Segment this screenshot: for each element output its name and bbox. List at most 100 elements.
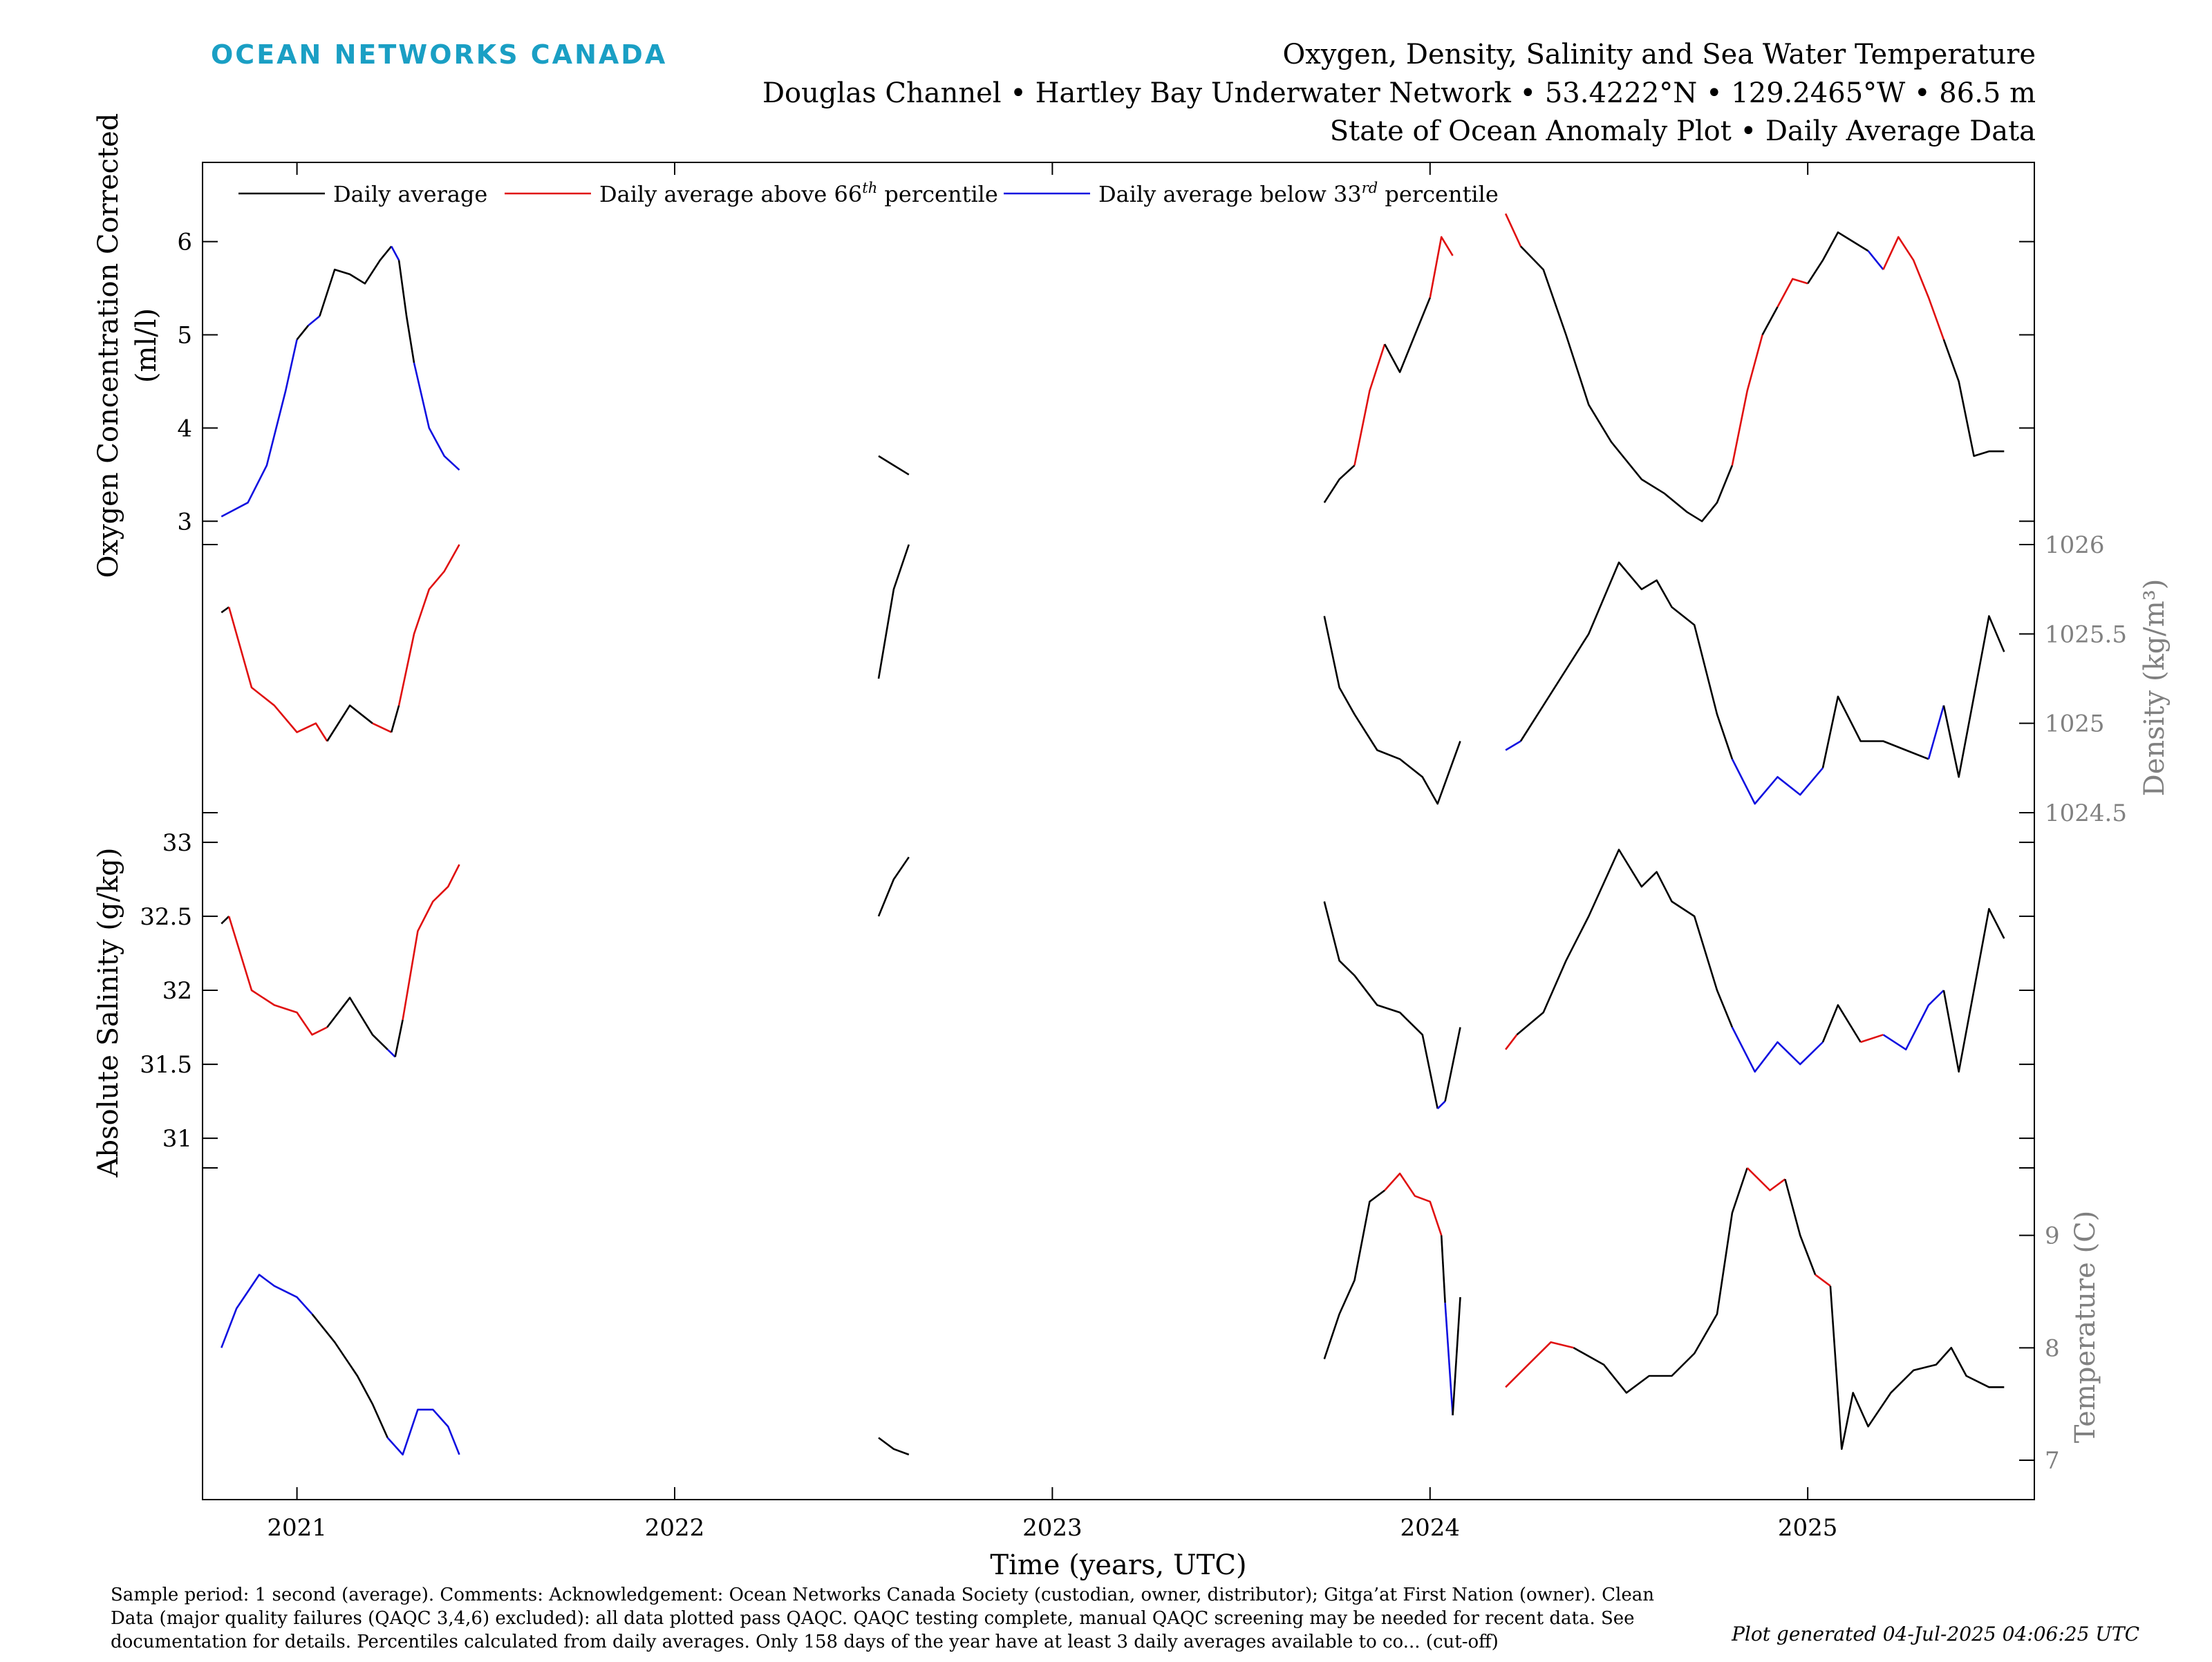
density-series-black-segment-2 (326, 704, 373, 742)
temperature-ytick-label-7: 7 (2045, 1447, 2060, 1475)
salinity-series-blue-segment-15 (1882, 990, 1944, 1050)
salinity-ytick-label-31: 31 (162, 1125, 192, 1153)
oxygen-series-black-segment-20 (1942, 339, 2005, 457)
density-series-blue-segment-8 (1505, 740, 1521, 751)
oxygen-series-black-segment-3 (319, 245, 393, 317)
legend-red-sup: th (862, 180, 877, 196)
oxygen-ytick-label-3: 3 (177, 508, 192, 536)
temperature-ytick-label-9: 9 (2045, 1222, 2060, 1250)
axes-frame (202, 162, 2035, 1500)
y-label-salinity: Absolute Salinity (g/kg) (93, 847, 124, 1178)
density-series-black-segment-0 (221, 606, 229, 614)
temperature-series-black-segment-12 (1784, 1178, 1817, 1276)
salinity-series-blue-segment-3 (386, 1048, 396, 1058)
temperature-series-blue-segment-0 (221, 1274, 313, 1348)
temperature-series-black-segment-6 (1440, 1235, 1446, 1303)
salinity-series-red-segment-5 (402, 864, 460, 1021)
salinity-series-black-segment-13 (1821, 1004, 1862, 1043)
salinity-ytick-label-31.5: 31.5 (140, 1051, 192, 1079)
temperature-series-black-segment-3 (878, 1437, 910, 1456)
legend-label-blue: Daily average below 33rd percentile (1098, 180, 1499, 207)
temperature-series-red-segment-13 (1815, 1274, 1831, 1287)
salinity-series-black-segment-0 (221, 915, 230, 925)
legend-label-black: Daily average (333, 181, 487, 207)
x-tick-label-2024: 2024 (1400, 1514, 1461, 1542)
temperature-series-black-segment-4 (1323, 1189, 1385, 1360)
salinity-series-black-segment-9 (1444, 1027, 1461, 1102)
salinity-series-blue-segment-12 (1731, 1026, 1824, 1073)
salinity-ytick-label-33: 33 (162, 829, 192, 857)
density-series-blue-segment-12 (1927, 705, 1945, 759)
oxygen-series-black-segment-8 (1323, 464, 1356, 504)
density-series-red-segment-5 (397, 544, 460, 706)
x-tick-label-2025: 2025 (1778, 1514, 1838, 1542)
temperature-series-black-segment-8 (1452, 1297, 1461, 1416)
oxygen-series-blue-segment-18 (1867, 250, 1884, 270)
chart-title-line-3: State of Ocean Anomaly Plot • Daily Aver… (1330, 115, 2036, 147)
oxygen-series-blue-segment-6 (413, 362, 460, 471)
oxygen-ytick-label-4: 4 (177, 415, 192, 442)
temperature-series-red-segment-5 (1384, 1172, 1443, 1236)
footer-line-1: Sample period: 1 second (average). Comme… (111, 1585, 1654, 1605)
oxygen-series-blue-segment-0 (221, 339, 298, 518)
oxygen-series-black-segment-15 (1761, 306, 1779, 336)
salinity-series-red-segment-14 (1860, 1034, 1884, 1044)
oxygen-series-black-segment-1 (296, 325, 310, 341)
density-series-red-segment-3 (372, 722, 392, 733)
x-tick-label-2023: 2023 (1022, 1514, 1082, 1542)
x-axis-label: Time (years, UTC) (990, 1549, 1246, 1581)
salinity-ytick-label-32.5: 32.5 (140, 903, 192, 931)
y-label-oxygen-line-1: Oxygen Concentration Corrected (93, 113, 124, 578)
oxygen-ytick-label-6: 6 (177, 229, 192, 256)
oxygen-series-red-segment-11 (1429, 236, 1454, 298)
salinity-series-red-segment-1 (227, 916, 328, 1036)
oxygen-ytick-label-5: 5 (177, 322, 192, 350)
oxygen-series-red-segment-9 (1353, 343, 1386, 466)
density-series-black-segment-9 (1519, 561, 1734, 759)
y-label-temperature: Temperature (C) (2070, 1211, 2101, 1444)
legend-blue-sup: rd (1362, 180, 1378, 196)
temperature-series-black-segment-10 (1573, 1167, 1748, 1394)
salinity-series-black-segment-4 (394, 1019, 404, 1057)
oxygen-series-black-segment-17 (1807, 231, 1869, 285)
legend-label-red: Daily average above 66th percentile (599, 180, 998, 207)
density-ytick-label-1026: 1026 (2045, 531, 2105, 559)
oxygen-series-black-segment-10 (1384, 297, 1432, 373)
temperature-series-blue-segment-2 (386, 1408, 460, 1456)
temperature-series-red-segment-9 (1505, 1341, 1574, 1388)
density-series-red-segment-1 (227, 607, 328, 742)
density-series-black-segment-13 (1942, 615, 2005, 778)
series-lines (221, 213, 2005, 1456)
salinity-series-black-segment-16 (1942, 907, 2005, 1073)
y-label-density: Density (kg/m³) (2139, 579, 2171, 797)
legend: Daily average Daily average above 66th p… (238, 180, 1499, 207)
oxygen-series-red-segment-19 (1882, 236, 1945, 340)
salinity-series-blue-segment-8 (1436, 1100, 1446, 1110)
oxygen-series-black-segment-5 (397, 260, 415, 363)
chart-title-line-2: Douglas Channel • Hartley Bay Underwater… (762, 77, 2036, 109)
salinity-series-black-segment-11 (1516, 849, 1734, 1036)
chart-title-line-1: Oxygen, Density, Salinity and Sea Water … (1283, 39, 2036, 70)
salinity-series-black-segment-7 (1323, 901, 1438, 1109)
salinity-series-red-segment-10 (1505, 1034, 1518, 1050)
x-tick-label-2021: 2021 (267, 1514, 327, 1542)
density-series-black-segment-7 (1323, 616, 1461, 805)
density-ytick-label-1025.5: 1025.5 (2045, 621, 2127, 648)
density-series-black-segment-11 (1821, 695, 1929, 768)
brand-logo-text: OCEAN NETWORKS CANADA (211, 39, 667, 70)
temperature-series-black-segment-14 (1829, 1285, 2005, 1451)
oxygen-series-black-segment-13 (1519, 245, 1734, 522)
density-series-blue-segment-10 (1731, 758, 1824, 805)
x-tick-label-2022: 2022 (645, 1514, 705, 1542)
density-ytick-label-1025: 1025 (2045, 710, 2105, 738)
salinity-ytick-label-32: 32 (162, 977, 192, 1005)
plot-generated-timestamp: Plot generated 04-Jul-2025 04:06:25 UTC (1731, 1623, 2139, 1645)
panel-axes: 3 4 5 6 1024.5 1025 1025.5 1026 31 31.5 32 32.5 33 7 8… (140, 229, 2127, 1475)
temperature-series-black-segment-1 (311, 1313, 388, 1439)
footer-line-2: Data (major quality failures (QAQC 3,4,6… (111, 1608, 1635, 1629)
footer-line-3: documentation for details. Percentiles c… (111, 1632, 1499, 1652)
oxygen-series-red-segment-12 (1504, 213, 1522, 247)
oxygen-series-black-segment-7 (878, 455, 910, 475)
